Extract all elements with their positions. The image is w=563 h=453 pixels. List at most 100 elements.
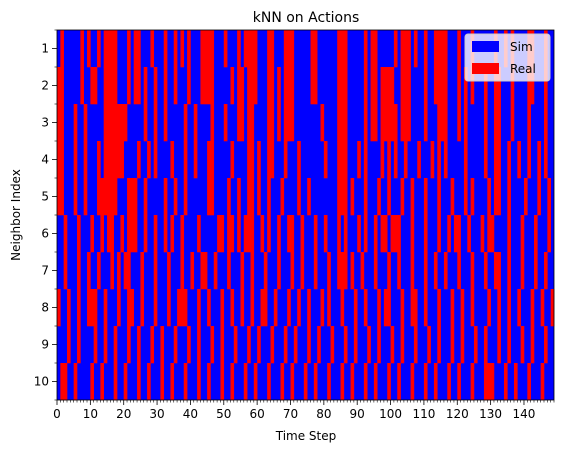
heatmap-cell-real [457, 363, 461, 401]
heatmap-cell-real [310, 30, 318, 68]
x-tick-label: 140 [513, 407, 536, 421]
heatmap-cell-real [260, 289, 268, 327]
heatmap-cell-real [460, 326, 465, 364]
heatmap-cell-real [433, 363, 438, 401]
heatmap-cell-real [337, 215, 341, 253]
heatmap-cell-real [300, 252, 305, 290]
heatmap-cells [57, 30, 555, 401]
chart-title: kNN on Actions [253, 10, 360, 26]
heatmap-cell-real [527, 67, 535, 105]
heatmap-cell-real [237, 215, 241, 253]
heatmap-cell-real [423, 67, 428, 105]
heatmap-cell-real [373, 215, 378, 253]
heatmap-cell-real [433, 252, 438, 290]
heatmap-cell-real [57, 104, 64, 142]
heatmap-cell-real [400, 67, 411, 105]
heatmap-cell-real [197, 363, 201, 401]
heatmap-cell-real [470, 252, 475, 290]
heatmap-cell-real [123, 363, 128, 401]
heatmap-cell-real [367, 326, 371, 364]
heatmap-cell-real [103, 67, 118, 105]
y-axis-ticks: 1 2 3 4 5 6 7 8 9 10 [34, 29, 57, 401]
heatmap-cell-real [97, 141, 101, 179]
heatmap-cell-real [337, 252, 348, 290]
heatmap-cell-real [83, 141, 88, 179]
heatmap-cell-real [133, 30, 141, 68]
heatmap-cell-real [260, 215, 265, 253]
heatmap-cell-real [167, 252, 171, 290]
x-tick-label: 100 [379, 407, 402, 421]
heatmap-cell-real [283, 30, 295, 68]
heatmap-cell-real [100, 215, 104, 253]
heatmap-cell-real [137, 363, 141, 401]
heatmap-cell-real [183, 141, 188, 179]
heatmap-cell-real [393, 141, 398, 179]
x-tick-label: 40 [183, 407, 198, 421]
heatmap-cell-real [127, 289, 135, 327]
heatmap-cell-real [400, 104, 411, 142]
heatmap-cell-real [313, 252, 318, 290]
heatmap-cell-real [400, 30, 411, 68]
heatmap-cell-real [353, 289, 358, 327]
heatmap-cell-real [410, 215, 415, 253]
heatmap-cell-real [143, 178, 148, 216]
heatmap-cell-real [350, 178, 355, 216]
heatmap-cell-real [57, 67, 64, 105]
heatmap-cell-real [180, 30, 185, 68]
y-tick-label: 6 [41, 227, 49, 241]
heatmap-cell-real [207, 178, 215, 216]
heatmap-cell-real [343, 326, 348, 364]
y-tick-label: 1 [41, 42, 49, 56]
x-tick-label: 20 [116, 407, 131, 421]
heatmap-cell-real [363, 67, 368, 105]
heatmap-cell-real [243, 215, 255, 253]
heatmap-cell-real [103, 104, 128, 142]
heatmap-cell-real [103, 141, 125, 179]
heatmap-cell-real [297, 178, 301, 216]
heatmap-cell-real [433, 30, 448, 68]
heatmap-cell-real [200, 67, 215, 105]
heatmap-cell-real [340, 289, 345, 327]
x-tick-label: 110 [412, 407, 435, 421]
heatmap-cell-real [327, 252, 331, 290]
heatmap-cell-real [497, 289, 501, 327]
heatmap-cell-real [410, 178, 415, 216]
y-tick-label: 10 [34, 375, 49, 389]
heatmap-cell-real [173, 326, 178, 364]
heatmap-cell-real [483, 104, 488, 142]
heatmap-cell-real [267, 363, 271, 401]
heatmap-cell-real [507, 289, 511, 327]
heatmap-cell-real [533, 215, 538, 253]
heatmap-cell-real [530, 289, 535, 327]
heatmap-cell-real [87, 252, 91, 290]
heatmap-cell-real [200, 252, 208, 290]
x-axis-title: Time Step [275, 429, 337, 443]
heatmap-cell-real [110, 252, 115, 290]
heatmap-cell-real [87, 30, 91, 68]
heatmap-cell-real [280, 363, 285, 401]
heatmap-cell-real [267, 178, 271, 216]
heatmap-cell-real [283, 141, 288, 179]
heatmap-cell-real [153, 67, 158, 105]
heatmap-cell-real [480, 215, 485, 253]
heatmap-cell-real [137, 141, 141, 179]
heatmap-cell-real [133, 67, 141, 105]
heatmap-cell-real [283, 326, 288, 364]
heatmap-cell-real [370, 67, 378, 105]
heatmap-cell-real [87, 289, 98, 327]
heatmap-cell-real [437, 104, 448, 142]
heatmap-cell-real [67, 289, 71, 327]
heatmap-cell-real [433, 67, 448, 105]
heatmap-cell-real [413, 326, 418, 364]
heatmap-cell-real [483, 326, 488, 364]
heatmap-cell-real [507, 252, 511, 290]
x-tick-label: 90 [350, 407, 365, 421]
heatmap-cell-real [237, 67, 245, 105]
heatmap-cell-real [463, 67, 468, 105]
heatmap-cell-real [257, 178, 261, 216]
heatmap-cell-real [343, 215, 348, 253]
heatmap-cell-real [227, 178, 231, 216]
heatmap-cell-real [267, 215, 271, 253]
legend-label-sim: Sim [510, 40, 533, 54]
heatmap-cell-real [397, 363, 401, 401]
